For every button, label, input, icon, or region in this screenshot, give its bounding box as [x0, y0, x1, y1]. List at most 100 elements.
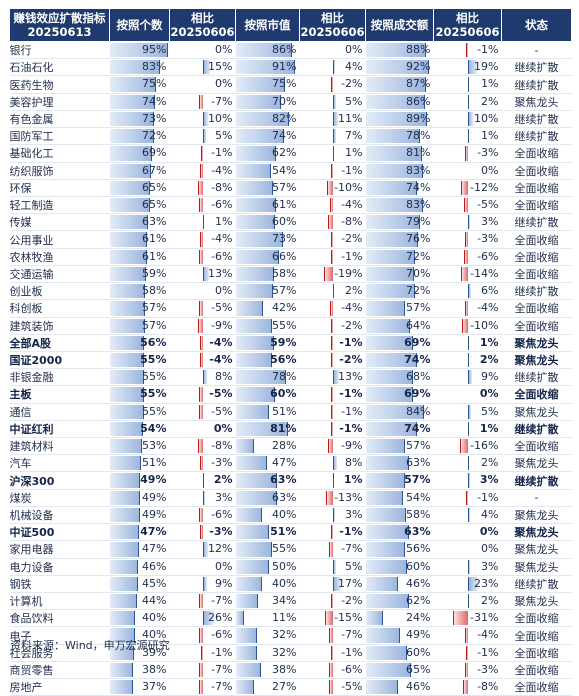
mcap-change-cell: -7% — [299, 540, 366, 559]
mcap-change-bar — [332, 94, 336, 109]
mcap-change-bar — [330, 594, 333, 609]
mcap-cell: 51% — [235, 403, 300, 421]
mcap-change-value: -4% — [341, 301, 363, 315]
mcap-value: 59% — [270, 335, 297, 349]
turnover-change-bar — [467, 129, 469, 144]
count-cell: 65% — [109, 196, 170, 215]
mcap-cell: 58% — [235, 265, 300, 284]
count-value: 74% — [142, 94, 167, 108]
mcap-value: 60% — [272, 215, 297, 229]
row-name: 建筑装饰 — [9, 317, 110, 335]
header-compare-date: 20250606 — [170, 25, 235, 39]
turnover-change-cell: 23% — [433, 575, 502, 594]
count-value: 73% — [142, 111, 167, 125]
count-change-value: 10% — [208, 111, 233, 125]
mcap-cell: 81% — [235, 420, 300, 439]
count-change-bar — [198, 94, 203, 109]
turnover-change-cell: -1% — [433, 644, 502, 662]
turnover-change-cell: 2% — [433, 454, 502, 473]
mcap-change-bar — [330, 352, 333, 368]
turnover-value: 76% — [406, 232, 431, 246]
turnover-cell: 86% — [365, 93, 434, 111]
mcap-change-bar — [332, 60, 336, 75]
mcap-change-bar — [331, 525, 333, 540]
table-row: 商贸零售 38% -7% 38% -6% 65% -3% 全面收缩 — [9, 661, 572, 680]
turnover-change-cell: -3% — [433, 144, 502, 163]
count-cell: 65% — [109, 179, 170, 197]
count-cell: 95% — [109, 41, 170, 60]
turnover-bar — [365, 301, 406, 316]
row-name: 煤炭 — [9, 489, 110, 507]
mcap-bar — [235, 507, 263, 523]
count-cell: 47% — [109, 540, 170, 559]
count-bar — [109, 576, 138, 591]
status-label: 全面收缩 — [501, 661, 572, 680]
count-change-value: -1% — [211, 146, 233, 160]
turnover-bar — [365, 215, 421, 230]
count-bar — [109, 421, 143, 437]
count-cell: 51% — [109, 454, 170, 473]
turnover-change-value: -3% — [477, 662, 499, 676]
row-name: 中证红利 — [9, 420, 110, 439]
mcap-change-bar — [332, 111, 339, 127]
count-change-value: -7% — [211, 94, 233, 108]
count-cell: 37% — [109, 678, 170, 696]
mcap-value: 73% — [272, 232, 297, 246]
count-change-value: 26% — [208, 611, 233, 625]
status-label: 全面收缩 — [501, 317, 572, 335]
count-value: 49% — [140, 473, 167, 487]
count-change-bar — [202, 111, 208, 127]
mcap-value: 60% — [270, 387, 297, 401]
count-bar — [109, 197, 150, 213]
turnover-change-bar — [462, 318, 468, 333]
count-value: 47% — [140, 525, 167, 539]
count-cell: 69% — [109, 144, 170, 163]
turnover-change-value: -4% — [477, 301, 499, 315]
mcap-change-value: -1% — [341, 404, 363, 418]
turnover-bar — [365, 611, 383, 626]
turnover-bar — [365, 94, 425, 109]
table-row: 银行 95% 0% 86% 0% 88% -1% - — [9, 41, 572, 60]
count-change-value: 2% — [213, 473, 233, 487]
mcap-cell: 51% — [235, 523, 300, 542]
mcap-change-bar — [331, 404, 333, 419]
count-bar — [109, 284, 146, 299]
count-value: 95% — [142, 43, 167, 56]
mcap-change-bar — [330, 232, 333, 247]
turnover-bar — [365, 146, 422, 161]
mcap-bar — [235, 180, 273, 195]
count-change-cell: -7% — [169, 661, 236, 680]
mcap-change-cell: 2% — [299, 282, 366, 301]
count-change-cell: 0% — [169, 558, 236, 576]
count-value: 40% — [142, 611, 167, 625]
mcap-bar — [235, 680, 254, 695]
count-change-cell: 3% — [169, 489, 236, 507]
status-label: 聚焦龙头 — [501, 93, 572, 111]
row-name: 沪深300 — [9, 471, 110, 490]
count-change-bar — [199, 404, 203, 419]
turnover-change-cell: -1% — [433, 489, 502, 507]
turnover-value: 84% — [406, 404, 431, 418]
table-row: 轻工制造 65% -6% 61% -4% 83% -5% 全面收缩 — [9, 196, 572, 215]
mcap-change-bar — [329, 680, 333, 695]
count-change-bar — [202, 473, 205, 488]
count-change-value: -5% — [211, 404, 233, 418]
row-name: 汽车 — [9, 454, 110, 473]
mcap-change-bar — [332, 559, 336, 574]
count-cell: 47% — [109, 523, 170, 542]
turnover-change-cell: 2% — [433, 351, 502, 370]
turnover-cell: 79% — [365, 213, 434, 232]
count-cell: 53% — [109, 437, 170, 456]
count-change-value: -1% — [211, 645, 233, 659]
mcap-bar — [235, 318, 272, 333]
count-bar — [109, 352, 144, 368]
turnover-value: 54% — [406, 490, 431, 504]
mcap-change-value: 1% — [343, 473, 363, 487]
mcap-value: 42% — [272, 301, 297, 315]
table-body: 银行 95% 0% 86% 0% 88% -1% - 石油石化 83% 15% 91% 4% 92% 19%… — [9, 41, 572, 696]
count-bar — [109, 473, 140, 488]
mcap-change-value: -6% — [341, 662, 363, 676]
mcap-value: 57% — [272, 180, 297, 194]
turnover-change-value: 5% — [481, 404, 499, 418]
mcap-cell: 54% — [235, 162, 300, 180]
